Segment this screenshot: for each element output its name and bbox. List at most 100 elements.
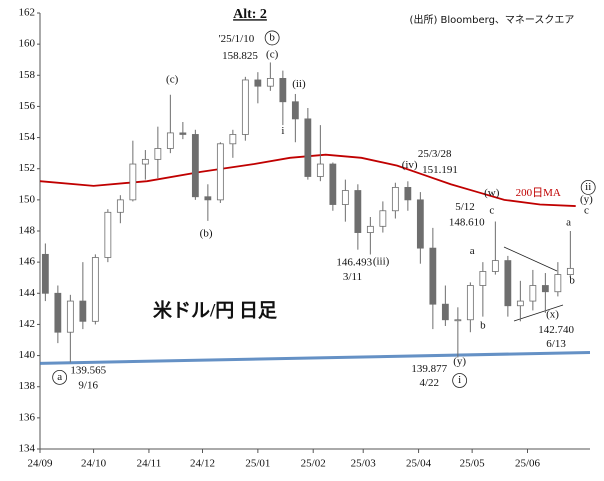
candle-body: [266, 78, 274, 87]
annotation: (b): [200, 228, 213, 240]
annotation: (iii): [373, 256, 390, 268]
candle-body: [91, 257, 99, 322]
candle-body: [504, 260, 512, 307]
candle-body: [141, 158, 149, 165]
x-tick-label: 25/04: [406, 458, 432, 470]
candle-body: [316, 163, 324, 177]
x-tick-label: 24/09: [27, 458, 53, 470]
candle-body: [441, 303, 449, 321]
chart-title: Alt: 2: [233, 7, 267, 22]
candle-body: [204, 196, 212, 201]
candle-body: [391, 186, 399, 212]
candle-body: [179, 132, 187, 135]
x-tick-label: 25/02: [301, 458, 326, 470]
x-tick-label: 25/03: [351, 458, 377, 470]
candle-body: [129, 163, 137, 201]
y-tick-label: 146: [19, 256, 36, 268]
candle-body: [554, 274, 562, 293]
candle-body: [191, 134, 199, 198]
candle-body: [154, 148, 162, 160]
trendline: [39, 350, 591, 365]
y-tick-label: 138: [19, 380, 36, 392]
annotation: c: [584, 204, 589, 216]
y-tick-label: 152: [19, 162, 36, 174]
source: (出所) Bloomberg、マネースクエア: [410, 13, 575, 26]
y-tick-label: 144: [19, 287, 36, 299]
annotation: 139.565: [70, 365, 106, 377]
candle-body: [379, 210, 387, 227]
annotation: 151.191: [422, 164, 458, 176]
y-tick-label: 134: [19, 443, 36, 455]
x-tick-label: 24/11: [137, 458, 162, 470]
y-tick-label: 162: [19, 7, 36, 19]
annotation: 6/13: [546, 338, 566, 350]
annotation: (y): [580, 193, 593, 205]
candle-body: [454, 319, 462, 322]
candle-body: [566, 267, 574, 276]
candle-body: [166, 132, 174, 149]
candle-body: [291, 101, 299, 120]
wave-circle: [52, 369, 68, 385]
candle-body: [529, 285, 537, 302]
annotation: (c): [166, 73, 179, 85]
x-tick-label: 25/05: [460, 458, 486, 470]
candle-body: [279, 78, 287, 103]
wave-circle: [452, 373, 468, 388]
annotation: (y): [453, 355, 466, 367]
annotation: 9/16: [78, 379, 98, 391]
annotation: a: [57, 371, 62, 383]
annotation: 5/12: [455, 201, 475, 213]
triangle-line: [513, 304, 564, 322]
annotation: b: [480, 320, 486, 332]
candle-body: [416, 199, 424, 249]
candle-body: [479, 271, 487, 286]
y-tick-label: 156: [19, 100, 36, 112]
annotation: b: [269, 31, 275, 43]
y-tick-label: 150: [19, 193, 36, 205]
candle-body: [466, 285, 474, 321]
candle-body: [404, 186, 412, 201]
moving-average: [39, 153, 576, 207]
y-tick-label: 148: [19, 225, 36, 237]
annotation: 158.825: [222, 50, 258, 62]
y-tick-label: 140: [19, 349, 36, 361]
chart-label: 米ドル/円 日足: [153, 298, 278, 321]
candle-body: [341, 190, 349, 205]
x-tick-label: 24/10: [81, 458, 107, 470]
annotation: a: [566, 217, 571, 229]
candle-body: [366, 225, 374, 233]
candle-body: [304, 118, 312, 177]
y-tick-label: 154: [19, 131, 36, 143]
candle-body: [79, 300, 87, 322]
y-tick-label: 136: [19, 411, 36, 423]
annotation: 200日MA: [516, 187, 561, 199]
wave-circle: [264, 30, 280, 46]
candle-body: [241, 79, 249, 135]
x-tick-label: 25/01: [245, 458, 270, 470]
annotation: 4/22: [420, 377, 440, 389]
candle-body: [254, 79, 262, 87]
annotation: 3/11: [343, 271, 362, 283]
annotation: ii: [585, 181, 591, 193]
annotation: '25/1/10: [219, 33, 255, 45]
candle-body: [329, 163, 337, 205]
candle-body: [516, 300, 524, 307]
candle-body: [429, 247, 437, 305]
annotation: 139.877: [411, 363, 447, 375]
x-tick-label: 24/12: [190, 458, 215, 470]
annotation: 148.610: [449, 217, 485, 229]
annotation: b: [569, 274, 575, 286]
annotation: (c): [266, 49, 279, 61]
y-tick-label: 158: [19, 69, 36, 81]
wave-circle: [580, 179, 596, 195]
y-tick-label: 160: [19, 38, 36, 50]
candle-body: [491, 260, 499, 272]
annotation: i: [458, 374, 461, 386]
annotation: (x): [546, 309, 559, 321]
annotation: 146.493: [336, 256, 372, 268]
candle-body: [229, 134, 237, 145]
y-tick-label: 142: [19, 318, 36, 330]
candle-body: [54, 292, 62, 333]
candle-body: [541, 285, 549, 293]
